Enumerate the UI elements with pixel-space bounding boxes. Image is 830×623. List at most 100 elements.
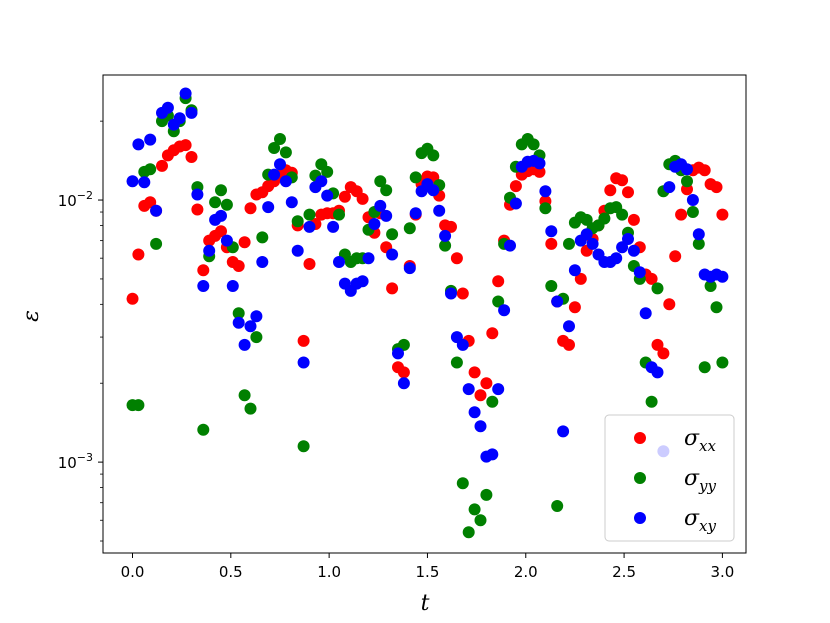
point-xy	[586, 237, 599, 250]
point-xx	[604, 184, 617, 197]
point-xx	[657, 347, 670, 360]
y-tick-base: 10	[58, 454, 77, 472]
legend-marker-xy	[634, 512, 646, 524]
point-xy	[362, 252, 375, 265]
point-xy	[533, 157, 546, 170]
point-xy	[580, 228, 593, 241]
point-yy	[256, 231, 269, 244]
point-yy	[710, 301, 723, 314]
point-xx	[456, 287, 469, 300]
point-xy	[315, 175, 328, 188]
point-xy	[220, 234, 233, 247]
point-yy	[374, 175, 387, 188]
point-xy	[226, 280, 239, 292]
point-xx	[675, 208, 688, 221]
plot-frame	[102, 74, 747, 554]
legend-subscript: xx	[699, 437, 716, 455]
point-xx	[468, 366, 481, 379]
point-yy	[462, 526, 475, 539]
point-xy	[303, 220, 316, 233]
y-tick-label: 10−2	[58, 189, 93, 210]
legend-marker-yy	[634, 472, 646, 484]
point-xx	[533, 165, 546, 178]
point-xy	[509, 197, 522, 210]
point-xx	[238, 236, 251, 249]
data-points-layer	[126, 87, 729, 539]
y-tick-exponent: −2	[77, 189, 93, 202]
y-tick-exponent: −3	[77, 451, 93, 464]
point-yy	[238, 389, 251, 402]
legend-label-xy: σxy	[684, 506, 716, 535]
point-xx	[397, 366, 410, 379]
point-xy	[551, 295, 564, 308]
point-xy	[397, 377, 410, 390]
legend-label-yy: σyy	[684, 466, 717, 495]
point-yy	[716, 356, 729, 369]
point-xx	[616, 174, 629, 187]
x-tick-label: 0.5	[219, 563, 243, 581]
point-xy	[403, 262, 416, 275]
point-xy	[232, 316, 245, 329]
point-yy	[386, 228, 399, 241]
point-xx	[710, 181, 723, 194]
point-yy	[209, 196, 222, 209]
point-yy	[456, 477, 469, 490]
point-xy	[179, 87, 192, 100]
point-xx	[545, 237, 558, 250]
point-xx	[445, 220, 457, 233]
point-xy	[238, 338, 251, 351]
point-xy	[356, 275, 369, 288]
point-yy	[333, 208, 345, 221]
point-yy	[427, 149, 440, 162]
x-tick-label: 1.5	[416, 563, 440, 581]
point-xy	[639, 307, 652, 320]
x-tick-label: 1.0	[317, 563, 341, 581]
point-yy	[651, 282, 664, 295]
point-xx	[126, 292, 139, 305]
point-xx	[474, 389, 487, 402]
point-yy	[321, 165, 334, 178]
point-xy	[244, 320, 257, 333]
legend-subscript: xy	[699, 517, 716, 535]
point-yy	[686, 206, 699, 218]
point-yy	[492, 295, 505, 308]
point-yy	[197, 423, 210, 436]
point-xx	[386, 282, 399, 295]
point-xx	[191, 203, 204, 216]
point-xy	[150, 204, 163, 217]
point-yy	[220, 198, 233, 211]
point-yy	[232, 307, 245, 320]
legend-symbol: σ	[684, 466, 700, 491]
point-yy	[439, 239, 452, 252]
point-xy	[433, 204, 446, 217]
point-xx	[297, 334, 310, 347]
point-xx	[563, 338, 575, 351]
point-xx	[651, 338, 664, 351]
point-xx	[698, 164, 711, 177]
legend-symbol: σ	[684, 506, 700, 531]
point-xx	[244, 202, 257, 215]
point-xx	[303, 258, 316, 270]
point-xy	[610, 252, 623, 265]
point-yy	[704, 280, 717, 292]
point-xy	[627, 244, 640, 257]
point-xy	[279, 175, 292, 188]
point-yy	[698, 361, 711, 374]
point-xy	[716, 270, 729, 283]
y-tick-base: 10	[58, 192, 77, 210]
point-xx	[716, 208, 729, 221]
point-yy	[480, 488, 493, 501]
point-xx	[568, 301, 581, 314]
point-xy	[563, 320, 575, 333]
legend-symbol: σ	[684, 426, 700, 451]
point-xx	[179, 139, 192, 152]
point-xx	[356, 192, 369, 205]
point-xx	[574, 272, 587, 285]
point-yy	[380, 184, 393, 197]
point-yy	[616, 208, 629, 221]
point-xx	[486, 327, 499, 340]
point-yy	[563, 237, 575, 250]
point-xy	[468, 406, 481, 419]
